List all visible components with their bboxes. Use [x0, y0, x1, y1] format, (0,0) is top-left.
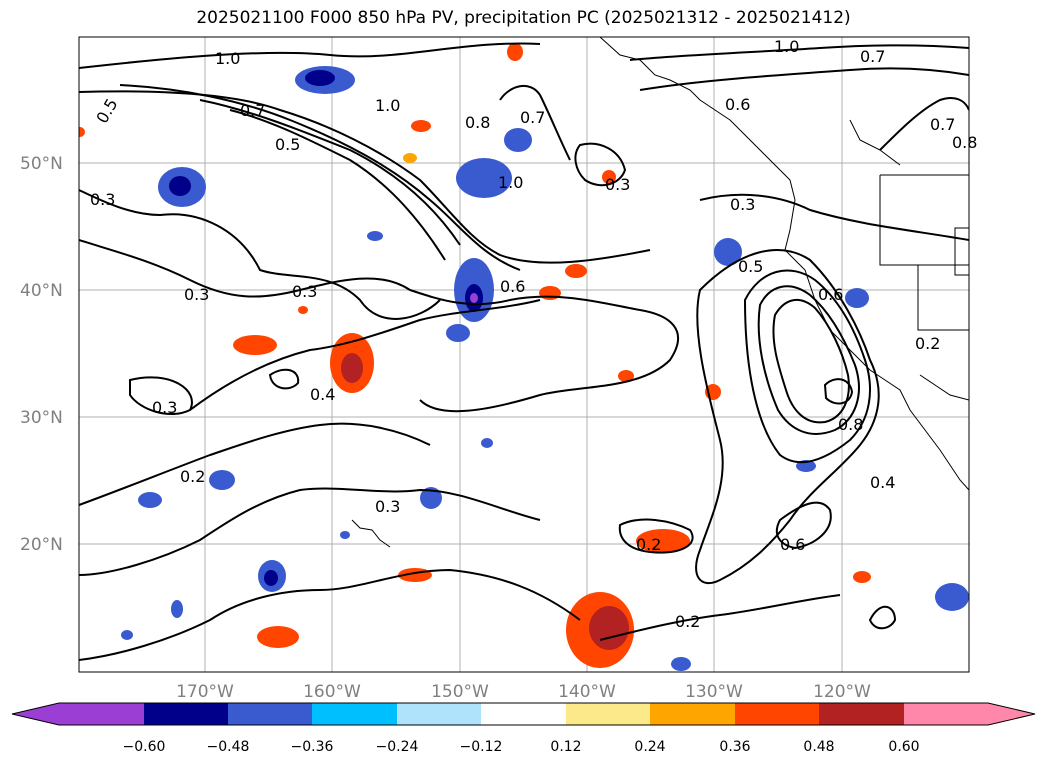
contour-label: 0.6 — [725, 95, 750, 114]
pv-contours — [79, 42, 969, 661]
contour-label: 0.3 — [292, 282, 317, 301]
contour-label: 0.8 — [838, 415, 863, 434]
colorbar-segment — [566, 703, 650, 725]
map-frame — [78, 36, 970, 673]
contour-label: 0.3 — [730, 195, 755, 214]
contour-label: 0.2 — [636, 535, 661, 554]
colorbar-tick-label: 0.24 — [634, 739, 665, 755]
lat-tick-label: 20°N — [20, 535, 63, 555]
lon-tick-label: 170°W — [176, 682, 234, 702]
colorbar-segment — [144, 703, 228, 725]
lon-tick-label: 140°W — [558, 682, 616, 702]
colorbar-segment — [228, 703, 312, 725]
contour-label: 0.3 — [375, 497, 400, 516]
precip-negative — [121, 66, 969, 671]
contour-label: 0.3 — [152, 398, 177, 417]
lon-tick-label: 120°W — [813, 682, 871, 702]
contour-label: 0.5 — [738, 257, 763, 276]
colorbar-segment — [735, 703, 819, 725]
contour-label: 0.8 — [465, 113, 490, 132]
colorbar-tick-label: 0.36 — [719, 739, 750, 755]
colorbar-segment — [650, 703, 735, 725]
contour-label: 0.7 — [860, 47, 885, 66]
lon-tick-label: 160°W — [303, 682, 361, 702]
colorbar-segment — [59, 703, 144, 725]
contour-label: 0.7 — [520, 108, 545, 127]
contour-label: 1.0 — [498, 173, 523, 192]
colorbar-extend-right — [988, 703, 1035, 725]
contour-label: 0.2 — [915, 334, 940, 353]
contour-label: 0.4 — [870, 473, 895, 492]
colorbar-extend-left — [12, 703, 59, 725]
lat-axis: 50°N 40°N 30°N 20°N — [20, 154, 63, 555]
colorbar-tick-label: −0.48 — [207, 739, 250, 755]
colorbar-segment — [819, 703, 904, 725]
colorbar-segment — [397, 703, 481, 725]
colorbar-tick-label: 0.12 — [550, 739, 581, 755]
lat-tick-label: 30°N — [20, 408, 63, 428]
colorbar-segment — [312, 703, 397, 725]
contour-label: 0.7 — [240, 101, 265, 120]
contour-label: 0.7 — [930, 115, 955, 134]
colorbar-tick-label: −0.24 — [376, 739, 419, 755]
contour-label: 1.0 — [215, 49, 240, 68]
colorbar-tick-label: −0.36 — [291, 739, 334, 755]
colorbar-tick-label: −0.12 — [460, 739, 503, 755]
precip-positive — [79, 43, 871, 668]
contour-labels: 1.0 0.7 0.5 0.7 0.5 1.0 0.8 1.0 1.0 0.7 … — [90, 37, 977, 631]
contour-label: 1.0 — [375, 96, 400, 115]
contour-label: 0.3 — [184, 285, 209, 304]
contour-label: 0.5 — [275, 135, 300, 154]
lat-tick-label: 50°N — [20, 154, 63, 174]
lon-axis: 170°W 160°W 150°W 140°W 130°W 120°W — [176, 682, 871, 702]
contour-label: 0.6 — [500, 277, 525, 296]
colorbar: −0.60 −0.48 −0.36 −0.24 −0.12 0.12 0.24 … — [11, 702, 1036, 755]
colorbar-tick-label: −0.60 — [123, 739, 166, 755]
contour-label: 0.4 — [310, 385, 335, 404]
contour-label: 0.6 — [818, 285, 843, 304]
contour-label: 0.3 — [90, 190, 115, 209]
contour-label: 0.2 — [180, 467, 205, 486]
contour-label: 0.8 — [952, 133, 977, 152]
map-title: 2025021100 F000 850 hPa PV, precipitatio… — [196, 8, 851, 28]
contour-label: 0.2 — [675, 612, 700, 631]
colorbar-segment — [481, 703, 566, 725]
lon-tick-label: 150°W — [431, 682, 489, 702]
lon-tick-label: 130°W — [685, 682, 743, 702]
contour-label: 0.6 — [780, 535, 805, 554]
contour-label: 0.3 — [605, 175, 630, 194]
lat-tick-label: 40°N — [20, 281, 63, 301]
map-plot-area — [79, 37, 969, 672]
contour-label: 1.0 — [774, 37, 799, 56]
colorbar-tick-label: 0.60 — [888, 739, 919, 755]
colorbar-tick-label: 0.48 — [803, 739, 834, 755]
colorbar-outline — [11, 702, 1036, 726]
colorbar-segment — [904, 703, 988, 725]
